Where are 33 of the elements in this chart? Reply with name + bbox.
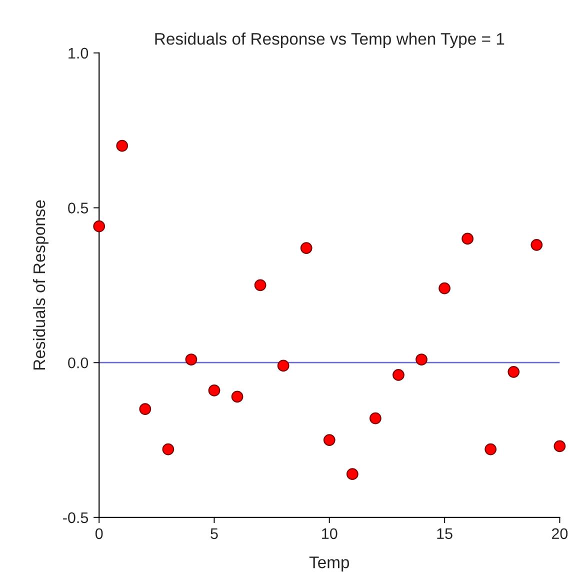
point — [484, 443, 497, 456]
point — [416, 354, 428, 366]
x-tick-label: 5 — [210, 528, 218, 540]
point — [300, 242, 312, 254]
point — [254, 279, 266, 292]
point — [162, 443, 174, 456]
x-tick-label: 15 — [437, 528, 452, 540]
point — [438, 282, 450, 294]
point — [139, 403, 152, 415]
point — [392, 369, 404, 381]
point — [116, 140, 128, 152]
y-tick-label: -0.5 — [63, 512, 88, 524]
point — [508, 366, 520, 378]
x-tick-label: 20 — [552, 528, 568, 540]
point — [185, 354, 198, 366]
point — [370, 412, 382, 424]
point — [323, 434, 336, 446]
y-tick-label: 0.5 — [68, 202, 88, 214]
chart-title: Residuals of Response vs Temp when Type = 1 — [155, 32, 504, 48]
point — [554, 440, 566, 452]
y-tick-label: 1.0 — [68, 48, 88, 59]
x-tick-label: 10 — [322, 528, 338, 540]
point — [462, 232, 474, 245]
point — [93, 220, 106, 232]
y-tick-label: 0.0 — [68, 357, 88, 368]
point — [208, 384, 220, 396]
x-axis-title: Temp — [309, 556, 350, 572]
point — [231, 390, 244, 403]
x-tick-label: 0 — [95, 528, 103, 540]
point — [277, 360, 290, 372]
point — [346, 468, 358, 480]
y-axis-title: Residuals of Response — [32, 200, 48, 370]
point — [530, 238, 543, 251]
